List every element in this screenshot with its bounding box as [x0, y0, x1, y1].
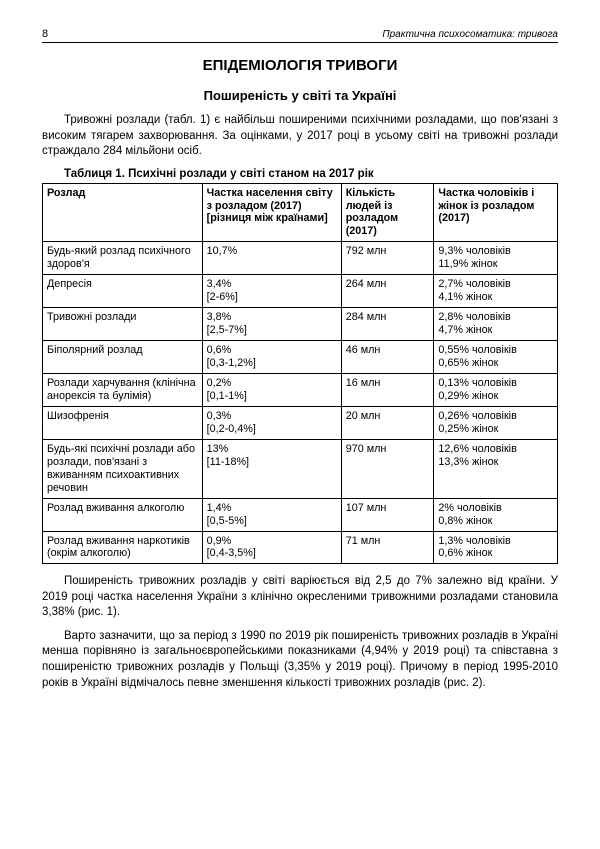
table-cell: 0,26% чоловіків0,25% жінок	[434, 406, 558, 439]
table-cell: Будь-які психічні розлади або розлади, п…	[43, 439, 203, 498]
main-title: ЕПІДЕМІОЛОГІЯ ТРИВОГИ	[42, 57, 558, 74]
table-row: Розлад вживання алкоголю1,4%[0,5-5%]107 …	[43, 498, 558, 531]
table-cell: 0,3%[0,2-0,4%]	[202, 406, 341, 439]
table-cell: 264 млн	[341, 275, 434, 308]
page-header: 8 Практична психосоматика: тривога	[42, 28, 558, 43]
after-paragraph-1: Поширеність тривожних розладів у світі в…	[42, 574, 558, 621]
table-cell: 1,3% чоловіків0,6% жінок	[434, 531, 558, 564]
table-cell: 0,13% чоловіків0,29% жінок	[434, 373, 558, 406]
table-header-row: Розлад Частка населення світу з розладом…	[43, 183, 558, 242]
table-cell: Шизофренія	[43, 406, 203, 439]
table-cell: Будь-який розлад психічного здоров'я	[43, 242, 203, 275]
table-cell: 1,4%[0,5-5%]	[202, 498, 341, 531]
table-cell: 0,6%[0,3-1,2%]	[202, 341, 341, 374]
table-row: Тривожні розлади3,8%[2,5-7%]284 млн2,8% …	[43, 308, 558, 341]
table-row: Розлад вживання наркотиків (окрім алкого…	[43, 531, 558, 564]
table-cell: Розлад вживання алкоголю	[43, 498, 203, 531]
table-cell: 20 млн	[341, 406, 434, 439]
col-header: Розлад	[43, 183, 203, 242]
table-cell: Біполярний розлад	[43, 341, 203, 374]
table-caption: Таблиця 1. Психічні розлади у світі стан…	[42, 168, 558, 180]
col-header: Кількість людей із розладом (2017)	[341, 183, 434, 242]
table-cell: 13%[11-18%]	[202, 439, 341, 498]
intro-paragraph: Тривожні розлади (табл. 1) є найбільш по…	[42, 113, 558, 160]
table-row: Розлади харчування (клінічна анорексія т…	[43, 373, 558, 406]
table-cell: 0,2%[0,1-1%]	[202, 373, 341, 406]
table-cell: 792 млн	[341, 242, 434, 275]
table-cell: 970 млн	[341, 439, 434, 498]
table-cell: 3,8%[2,5-7%]	[202, 308, 341, 341]
page: 8 Практична психосоматика: тривога ЕПІДЕ…	[0, 0, 600, 849]
table-cell: 107 млн	[341, 498, 434, 531]
table-cell: 10,7%	[202, 242, 341, 275]
table-cell: 0,9%[0,4-3,5%]	[202, 531, 341, 564]
table-cell: Розлади харчування (клінічна анорексія т…	[43, 373, 203, 406]
table-row: Біполярний розлад0,6%[0,3-1,2%]46 млн0,5…	[43, 341, 558, 374]
page-number: 8	[42, 28, 48, 40]
table-cell: 0,55% чоловіків0,65% жінок	[434, 341, 558, 374]
col-header: Частка населення світу з розладом (2017)…	[202, 183, 341, 242]
disorders-table: Розлад Частка населення світу з розладом…	[42, 183, 558, 565]
sub-title: Поширеність у світі та Україні	[42, 88, 558, 103]
table-row: Шизофренія0,3%[0,2-0,4%]20 млн0,26% чоло…	[43, 406, 558, 439]
col-header: Частка чоловіків і жінок із розладом (20…	[434, 183, 558, 242]
table-cell: 2,7% чоловіків4,1% жінок	[434, 275, 558, 308]
after-paragraph-2: Варто зазначити, що за період з 1990 по …	[42, 629, 558, 691]
table-cell: 46 млн	[341, 341, 434, 374]
table-cell: 12,6% чоловіків13,3% жінок	[434, 439, 558, 498]
table-cell: 71 млн	[341, 531, 434, 564]
table-cell: Депресія	[43, 275, 203, 308]
table-cell: 9,3% чоловіків11,9% жінок	[434, 242, 558, 275]
table-cell: 2,8% чоловіків4,7% жінок	[434, 308, 558, 341]
table-cell: 16 млн	[341, 373, 434, 406]
table-cell: Розлад вживання наркотиків (окрім алкого…	[43, 531, 203, 564]
table-row: Депресія3,4%[2-6%]264 млн2,7% чоловіків4…	[43, 275, 558, 308]
table-row: Будь-які психічні розлади або розлади, п…	[43, 439, 558, 498]
running-title: Практична психосоматика: тривога	[382, 29, 558, 40]
table-cell: 3,4%[2-6%]	[202, 275, 341, 308]
table-cell: 284 млн	[341, 308, 434, 341]
table-cell: 2% чоловіків0,8% жінок	[434, 498, 558, 531]
table-row: Будь-який розлад психічного здоров'я10,7…	[43, 242, 558, 275]
table-cell: Тривожні розлади	[43, 308, 203, 341]
